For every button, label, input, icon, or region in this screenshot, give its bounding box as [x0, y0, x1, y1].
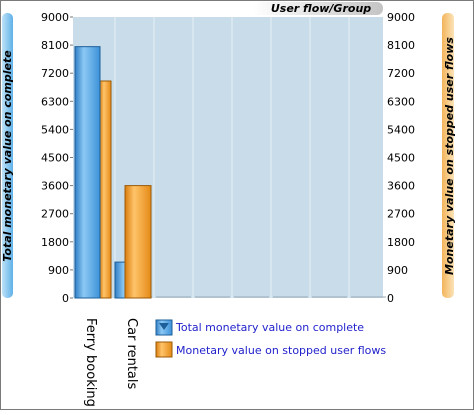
right-tick-label: 900 [387, 264, 408, 277]
right-tick-label: 2700 [387, 208, 415, 221]
category-label: Ferry booking [83, 318, 98, 407]
right-tick-label: 9000 [387, 11, 415, 24]
right-tick-label: 5400 [387, 123, 415, 136]
legend-filter-icon [159, 323, 169, 330]
right-tick-label: 3600 [387, 180, 415, 193]
right-tick-label: 4500 [387, 152, 415, 165]
left-axis-ticks: 0 900 1800 2700 3600 4500 5400 6300 7200 8100 9000 [41, 11, 73, 305]
left-axis-title: Total monetary value on complete [1, 50, 14, 262]
plot-area [73, 17, 383, 298]
right-tick-label: 7200 [387, 67, 415, 80]
right-tick-label: 6300 [387, 95, 415, 108]
left-tick-label: 0 [62, 292, 69, 305]
category-label: Car rentals [124, 318, 139, 389]
right-axis-ticks: 0 900 1800 2700 3600 4500 5400 6300 7200 8100 9000 [387, 11, 415, 305]
left-tick-label: 1800 [41, 236, 69, 249]
left-tick-label: 3600 [41, 180, 69, 193]
bar-complete-0 [74, 46, 101, 299]
left-tick-label: 5400 [41, 123, 69, 136]
category-labels: Ferry booking Car rentals [83, 318, 139, 407]
group-title: User flow/Group [271, 2, 371, 15]
legend-label-complete: Total monetary value on complete [175, 321, 364, 334]
legend: Total monetary value on complete Monetar… [155, 319, 386, 358]
left-tick-label: 900 [48, 264, 69, 277]
right-tick-label: 1800 [387, 236, 415, 249]
left-tick-label: 8100 [41, 39, 69, 52]
bars [74, 46, 152, 299]
left-tick-label: 6300 [41, 95, 69, 108]
bar-stopped-1 [124, 185, 152, 299]
left-tick-label: 2700 [41, 208, 69, 221]
group-title-pill [253, 2, 383, 15]
bar-stopped-0 [99, 80, 112, 299]
right-tick-label: 0 [387, 292, 394, 305]
right-tick-label: 8100 [387, 39, 415, 52]
left-axis-title-pill [2, 13, 13, 298]
right-axis-title-pill [442, 13, 454, 298]
legend-swatch-stopped [155, 341, 173, 358]
left-tick-label: 7200 [41, 67, 69, 80]
right-axis-title: Monetary value on stopped user flows [443, 37, 456, 275]
left-tick-label: 9000 [41, 11, 69, 24]
left-tick-label: 4500 [41, 152, 69, 165]
legend-label-stopped: Monetary value on stopped user flows [176, 344, 386, 357]
